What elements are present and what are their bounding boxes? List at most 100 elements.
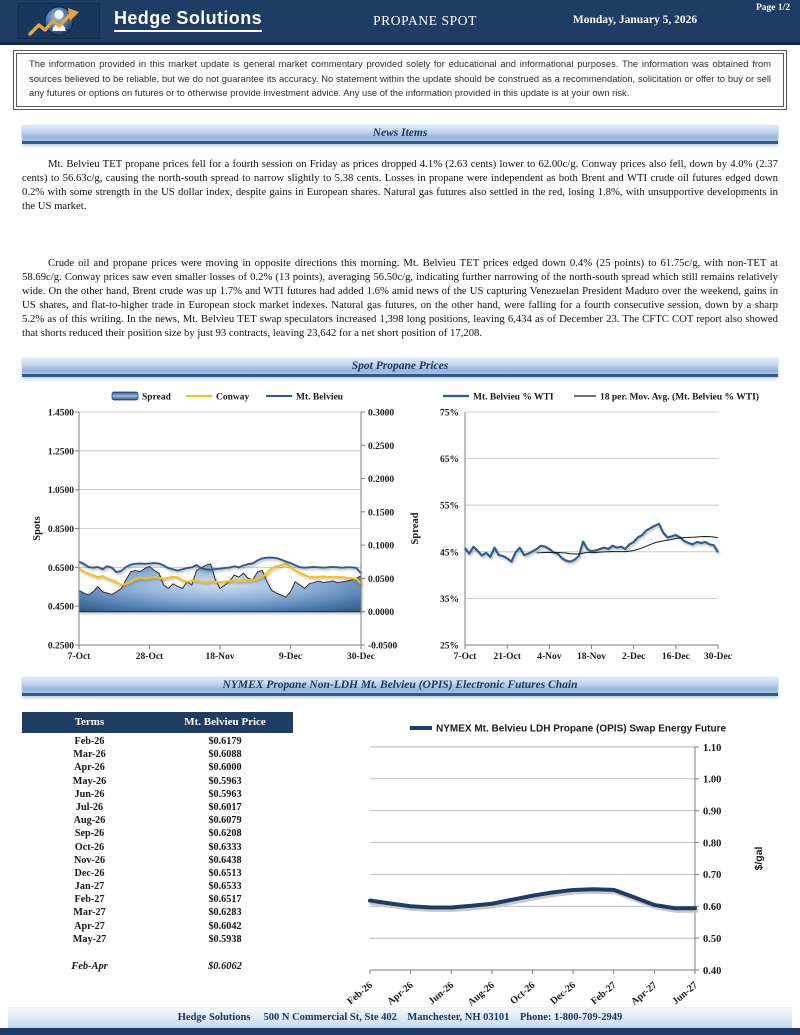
term-cell: Aug-26	[73, 815, 106, 827]
price-cell: $0.6333	[208, 841, 242, 853]
price-cell: $0.6179	[208, 736, 242, 747]
price-cell: $0.6088	[208, 749, 242, 761]
futures-table-body: Feb-26 $0.6179 Mar-26 $0.6088 Apr-26 $0.6000 M…	[22, 735, 293, 946]
term-cell: Dec-26	[74, 867, 105, 879]
table-row: Apr-26 $0.6000	[22, 761, 293, 774]
svg-text:1.10: 1.10	[703, 743, 721, 754]
price-cell: $0.6438	[208, 854, 242, 866]
table-row: Oct-26 $0.6333	[22, 841, 293, 854]
disclaimer-box: The information provided in this market …	[13, 50, 787, 110]
svg-text:Oct-26: Oct-26	[508, 980, 537, 1007]
report-date: Monday, January 5, 2026	[572, 14, 698, 26]
table-row: Nov-26 $0.6438	[22, 854, 293, 867]
table-row: Dec-26 $0.6513	[22, 867, 293, 880]
svg-text:Spots: Spots	[32, 516, 43, 541]
table-row: Aug-26 $0.6079	[22, 814, 293, 827]
futures-table-header-terms: Terms	[74, 716, 105, 728]
price-cell: $0.6283	[208, 907, 242, 919]
price-cell: $0.6000	[208, 762, 242, 774]
svg-text:0.60: 0.60	[703, 902, 721, 913]
svg-text:Jun-27: Jun-27	[670, 980, 700, 1007]
table-row: Jul-26 $0.6017	[22, 801, 293, 814]
svg-text:0.80: 0.80	[703, 838, 721, 849]
svg-text:21-Oct: 21-Oct	[493, 652, 521, 662]
svg-text:45%: 45%	[440, 548, 459, 558]
spot-prices-chart: 0.2500 0.4500 0.6500 0.8500 1.0500 1.2500 1.45…	[32, 391, 421, 662]
svg-text:35%: 35%	[440, 595, 459, 605]
svg-text:0.0500: 0.0500	[368, 575, 394, 585]
price-cell: $0.6533	[208, 881, 242, 893]
svg-text:65%: 65%	[440, 455, 459, 465]
summary-price: $0.6062	[208, 961, 242, 972]
svg-text:30-Dec: 30-Dec	[704, 652, 732, 662]
table-row: Feb-27 $0.6517	[22, 893, 293, 906]
term-cell: Jun-26	[74, 788, 105, 800]
table-row: Jan-27 $0.6533	[22, 880, 293, 893]
svg-text:1.2500: 1.2500	[48, 447, 74, 457]
svg-text:18-Nov: 18-Nov	[205, 652, 234, 662]
svg-text:Jun-26: Jun-26	[427, 980, 457, 1007]
table-row: May-27 $0.5938	[22, 933, 293, 946]
svg-text:0.50: 0.50	[703, 934, 721, 945]
term-cell: Feb-27	[74, 894, 105, 906]
svg-text:1.4500: 1.4500	[48, 409, 74, 419]
disclaimer-text: The information provided in this market …	[16, 53, 784, 107]
svg-text:0.8500: 0.8500	[48, 525, 74, 535]
svg-text:0.1500: 0.1500	[368, 508, 394, 518]
price-cell: $0.6079	[208, 815, 242, 827]
term-cell: Apr-27	[74, 920, 105, 932]
svg-text:Aug-26: Aug-26	[466, 980, 497, 1008]
svg-text:16-Dec: 16-Dec	[662, 652, 690, 662]
svg-text:Mt. Belvieu: Mt. Belvieu	[296, 393, 344, 403]
svg-text:4-Nov: 4-Nov	[537, 652, 562, 662]
svg-text:7-Oct: 7-Oct	[68, 652, 92, 662]
svg-text:28-Oct: 28-Oct	[136, 652, 164, 662]
svg-text:18 per. Mov. Avg. (Mt. Belvieu: 18 per. Mov. Avg. (Mt. Belvieu % WTI)	[600, 392, 759, 403]
table-row: Jun-26 $0.5963	[22, 788, 293, 801]
svg-text:Feb-27: Feb-27	[589, 980, 619, 1007]
table-row: Feb-26 $0.6179	[22, 735, 293, 748]
svg-text:Apr-26: Apr-26	[385, 980, 415, 1008]
report-title: PROPANE SPOT	[373, 13, 477, 28]
futures-table-header: Terms Mt. Belvieu Price	[22, 712, 293, 733]
svg-text:-0.0500: -0.0500	[368, 642, 398, 652]
svg-text:Dec-26: Dec-26	[548, 980, 578, 1007]
term-cell: Apr-26	[74, 762, 105, 774]
table-row: May-26 $0.5963	[22, 775, 293, 788]
price-cell: $0.6517	[208, 894, 242, 906]
svg-text:0.4500: 0.4500	[48, 603, 74, 613]
section-header-news: News Items	[22, 124, 778, 144]
svg-text:0.2000: 0.2000	[368, 475, 394, 485]
section-header-spot-prices: Spot Propane Prices	[22, 357, 778, 377]
table-row: Apr-27 $0.6042	[22, 920, 293, 933]
svg-text:7-Oct: 7-Oct	[454, 652, 478, 662]
term-cell: Jan-27	[74, 881, 105, 893]
svg-text:Mt. Belvieu % WTI: Mt. Belvieu % WTI	[473, 393, 554, 403]
price-cell: $0.6513	[208, 867, 242, 879]
price-cell: $0.5963	[208, 775, 242, 787]
svg-text:1.0500: 1.0500	[48, 486, 74, 496]
term-cell: Jul-26	[75, 801, 104, 813]
svg-text:0.1000: 0.1000	[368, 542, 394, 552]
term-cell: May-27	[72, 933, 107, 945]
svg-text:9-Dec: 9-Dec	[279, 652, 302, 662]
svg-text:Conway: Conway	[216, 393, 250, 403]
page-number: Page 1/2	[755, 3, 790, 13]
svg-text:$/gal: $/gal	[753, 846, 765, 870]
price-cell: $0.5938	[208, 933, 242, 945]
term-cell: May-26	[72, 775, 107, 787]
price-cell: $0.6042	[208, 920, 242, 932]
svg-text:0.0000: 0.0000	[368, 608, 394, 618]
svg-text:75%: 75%	[440, 409, 459, 419]
table-row: Mar-27 $0.6283	[22, 906, 293, 919]
term-cell: Nov-26	[73, 854, 106, 866]
svg-text:0.2500: 0.2500	[368, 442, 394, 452]
svg-text:0.40: 0.40	[703, 966, 721, 977]
futures-table-header-price: Mt. Belvieu Price	[184, 716, 266, 728]
footer-contact: Hedge Solutions 500 N Commercial St, Ste…	[8, 1007, 792, 1030]
svg-text:Spread: Spread	[142, 393, 172, 403]
futures-strip-chart: 0.40 0.50 0.60 0.70 0.80 0.90 1.00 1.10 Feb-26 Ap…	[345, 724, 765, 1009]
svg-text:2-Dec: 2-Dec	[622, 652, 645, 662]
price-cell: $0.6208	[208, 828, 242, 840]
